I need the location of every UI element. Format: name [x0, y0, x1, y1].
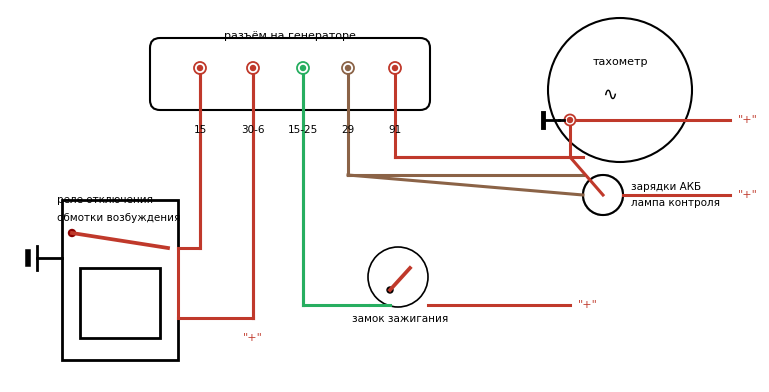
Circle shape	[301, 65, 305, 71]
Text: тахометр: тахометр	[592, 57, 647, 67]
Circle shape	[564, 114, 575, 125]
Circle shape	[387, 287, 393, 293]
Text: "+": "+"	[243, 333, 263, 343]
Text: 91: 91	[388, 125, 401, 135]
Circle shape	[251, 65, 255, 71]
Text: замок зажигания: замок зажигания	[352, 314, 448, 324]
Text: реле отключения: реле отключения	[57, 195, 153, 205]
Text: 29: 29	[341, 125, 355, 135]
Bar	[80, 268, 160, 338]
Text: разъём на генераторе: разъём на генераторе	[224, 31, 356, 41]
Circle shape	[583, 175, 623, 215]
Text: "+": "+"	[578, 300, 598, 310]
Circle shape	[198, 65, 202, 71]
Circle shape	[342, 62, 354, 74]
Text: "+": "+"	[738, 115, 758, 125]
Polygon shape	[589, 195, 618, 215]
Circle shape	[68, 229, 75, 236]
Text: зарядки АКБ: зарядки АКБ	[631, 182, 701, 192]
Text: обмотки возбуждения: обмотки возбуждения	[57, 213, 181, 223]
Circle shape	[247, 62, 259, 74]
Circle shape	[368, 247, 428, 307]
Polygon shape	[583, 181, 603, 209]
Text: "+": "+"	[738, 190, 758, 200]
Text: 15-25: 15-25	[288, 125, 318, 135]
Circle shape	[297, 62, 309, 74]
Text: 30-6: 30-6	[241, 125, 265, 135]
Polygon shape	[589, 175, 618, 195]
Circle shape	[389, 62, 401, 74]
Text: лампа контроля: лампа контроля	[631, 198, 720, 208]
Circle shape	[548, 18, 692, 162]
Circle shape	[194, 62, 206, 74]
Circle shape	[568, 118, 572, 123]
Bar	[62, 200, 178, 360]
Circle shape	[392, 65, 398, 71]
Text: ∿: ∿	[602, 86, 618, 104]
Polygon shape	[603, 181, 623, 209]
Text: 15: 15	[193, 125, 207, 135]
Circle shape	[345, 65, 351, 71]
